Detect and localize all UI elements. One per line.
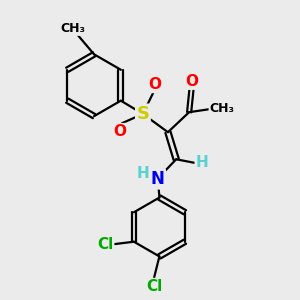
Text: O: O: [113, 124, 126, 139]
Text: O: O: [185, 74, 198, 89]
Text: H: H: [136, 167, 149, 182]
Text: S: S: [136, 105, 149, 123]
Text: O: O: [148, 77, 161, 92]
Text: Cl: Cl: [146, 279, 162, 294]
Text: H: H: [196, 155, 208, 170]
Text: CH₃: CH₃: [210, 102, 235, 115]
Text: CH₃: CH₃: [60, 22, 86, 35]
Text: Cl: Cl: [97, 237, 113, 252]
Text: N: N: [151, 170, 165, 188]
